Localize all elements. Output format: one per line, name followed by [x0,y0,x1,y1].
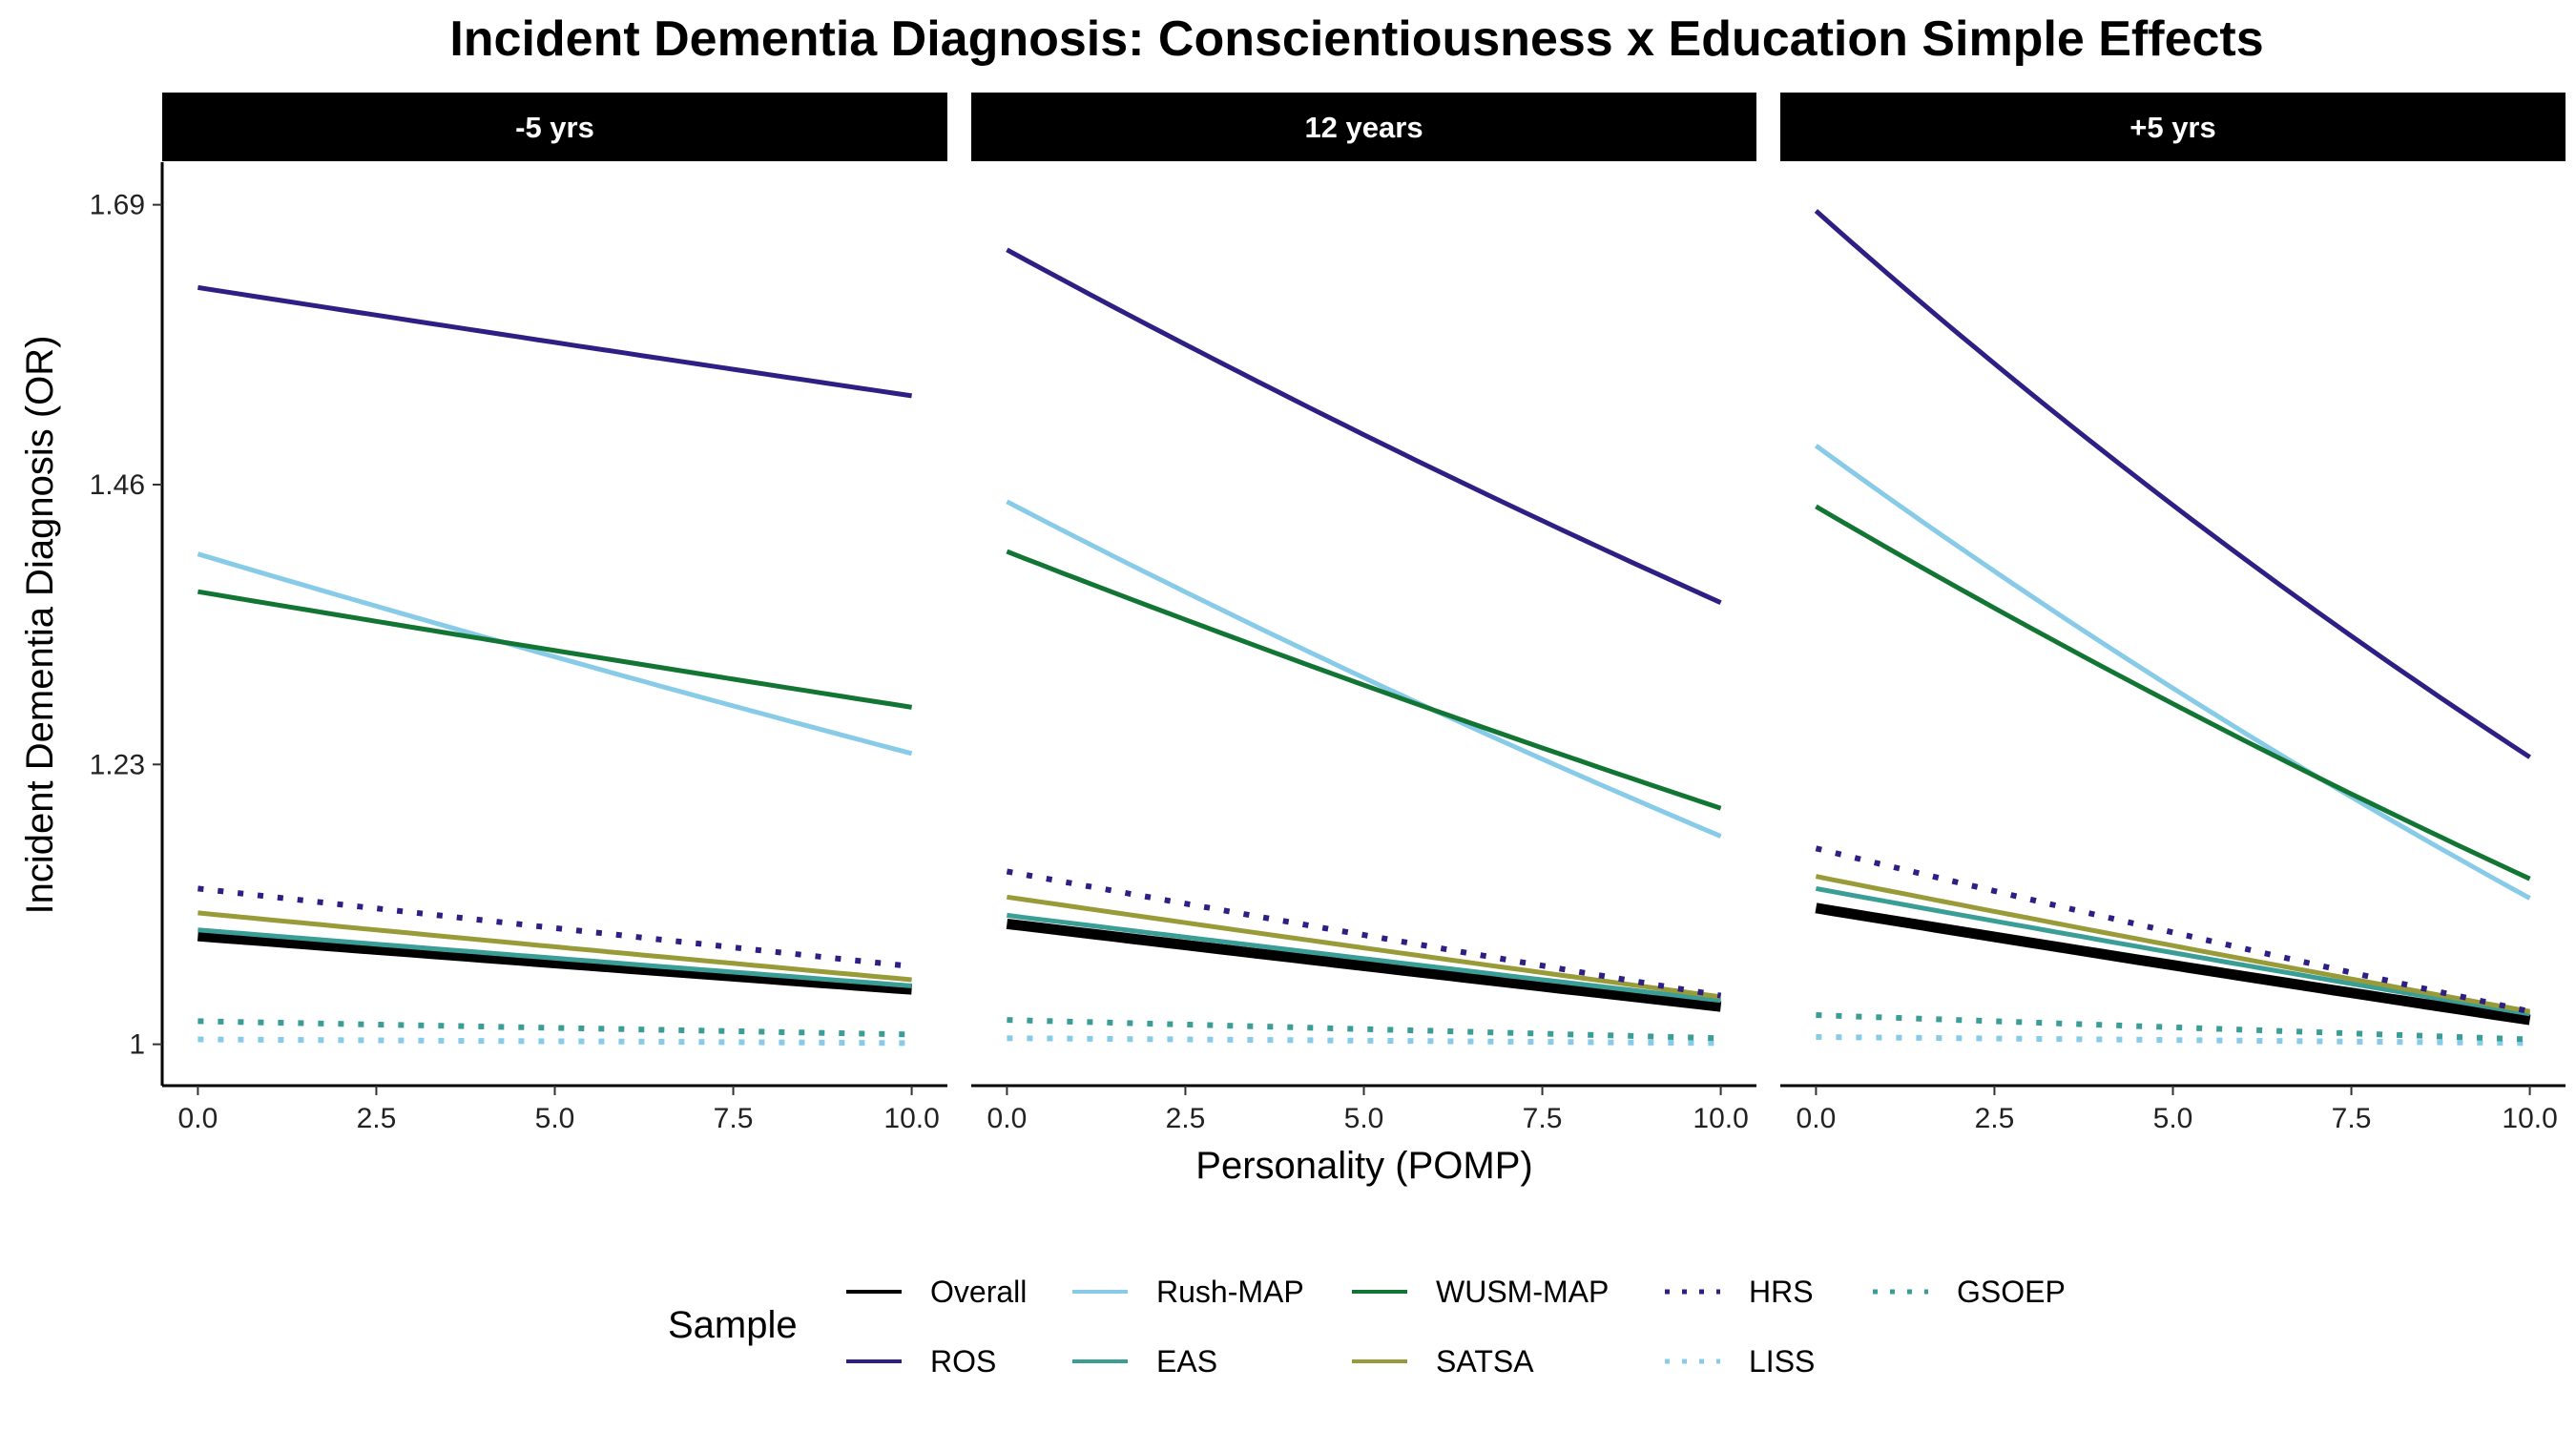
chart-title: Incident Dementia Diagnosis: Conscientio… [449,11,2263,67]
legend-item-gsoep: GSOEP [1873,1275,2066,1309]
legend-label-hrs: HRS [1749,1275,1814,1309]
x-tick-label: 2.5 [1166,1103,1206,1134]
x-tick-label: 2.5 [1975,1103,2015,1134]
series-line-gsoep [1007,1017,1721,1042]
panel-5-yrs: +5 yrs 0.0 2.5 5.0 7.5 10.0 [1780,93,2566,1134]
series-line-ros [1814,209,2531,759]
panel-strip [162,93,947,161]
x-tick-label: 0.0 [1797,1103,1837,1134]
y-tick-label: 1.69 [90,190,145,221]
legend-label-liss: LISS [1749,1344,1815,1379]
series-line-overall [1006,918,1722,1012]
x-tick-label: 7.5 [1523,1103,1563,1134]
x-tick-label: 7.5 [714,1103,754,1134]
legend-item-hrs: HRS [1665,1275,1814,1309]
series-line-overall [197,930,912,995]
y-axis-ticks: 1 1.23 1.46 1.69 [90,190,162,1061]
series-line-eas [197,927,912,988]
series-line-ros [197,284,912,399]
series-line-hrs [197,885,912,969]
legend-label-satsa: SATSA [1436,1344,1534,1379]
x-tick-label: 2.5 [357,1103,397,1134]
series-line-satsa [197,910,912,983]
legend-label-eas: EAS [1156,1344,1217,1379]
x-tick-label: 5.0 [535,1103,575,1134]
x-tick-label: 10.0 [2502,1103,2557,1134]
series-line-rush-map [1006,499,1722,839]
panel-strip [1780,93,2566,161]
y-axis-title: Incident Dementia Diagnosis (OR) [19,336,61,915]
series-line-ros [1006,247,1722,605]
x-tick-label: 0.0 [987,1103,1028,1134]
series-line-eas [1815,885,2531,1017]
x-axis-title: Personality (POMP) [1195,1145,1532,1187]
series-line-rush-map [197,551,913,757]
panel-strip-label: +5 yrs [2129,111,2216,144]
panel-12-years: 12 years 0.0 2.5 5.0 7.5 10.0 [971,93,1756,1134]
legend-label-rush-map: Rush-MAP [1156,1275,1304,1309]
x-tick-label: 0.0 [178,1103,218,1134]
y-tick-label: 1 [129,1029,145,1061]
panel-strip-label: -5 yrs [515,111,594,144]
series-line-liss [1816,1034,2530,1047]
series-line-hrs [1815,845,2531,1015]
series-line-liss [1007,1035,1721,1047]
legend-item-satsa: SATSA [1352,1344,1534,1379]
legend-item-liss: LISS [1665,1344,1815,1379]
series-line-gsoep [1816,1012,2530,1043]
y-tick-label: 1.23 [90,749,145,780]
series-line-wusm-map [1006,549,1722,811]
panel-strip [971,93,1756,161]
panel-strip-label: 12 years [1304,111,1423,144]
x-tick-label: 5.0 [1344,1103,1384,1134]
series-line-wusm-map [1815,504,2531,881]
x-tick-label: 5.0 [2153,1103,2193,1134]
legend-label-wusm-map: WUSM-MAP [1436,1275,1609,1309]
series-line-rush-map [1814,444,2531,901]
legend-item-rush-map: Rush-MAP [1072,1275,1304,1309]
legend-item-eas: EAS [1072,1344,1217,1379]
legend-title: Sample [668,1304,798,1346]
legend-item-ros: ROS [846,1344,996,1379]
legend-label-ros: ROS [930,1344,996,1379]
y-tick-label: 1.46 [90,469,145,501]
panel-5-yrs: -5 yrs 0.0 2.5 5.0 7.5 10.0 [160,93,947,1134]
legend-item-wusm-map: WUSM-MAP [1352,1275,1609,1309]
series-line-overall [1815,902,2531,1026]
series-line-satsa [1815,874,2531,1014]
series-line-hrs [1006,868,1722,999]
legend-item-overall: Overall [846,1275,1027,1309]
series-line-wusm-map [197,589,912,710]
x-tick-label: 7.5 [2332,1103,2372,1134]
legend-label-gsoep: GSOEP [1957,1275,2066,1309]
series-line-liss [197,1036,912,1047]
legend-label-overall: Overall [930,1275,1027,1309]
series-line-satsa [1007,894,1721,1000]
series-line-gsoep [197,1018,912,1038]
x-tick-label: 10.0 [1693,1103,1748,1134]
legend: Sample Overall ROS Rush-MAP EAS WUSM-MAP SATSA… [668,1275,2066,1379]
x-tick-label: 10.0 [883,1103,939,1134]
series-line-eas [1007,912,1721,1004]
